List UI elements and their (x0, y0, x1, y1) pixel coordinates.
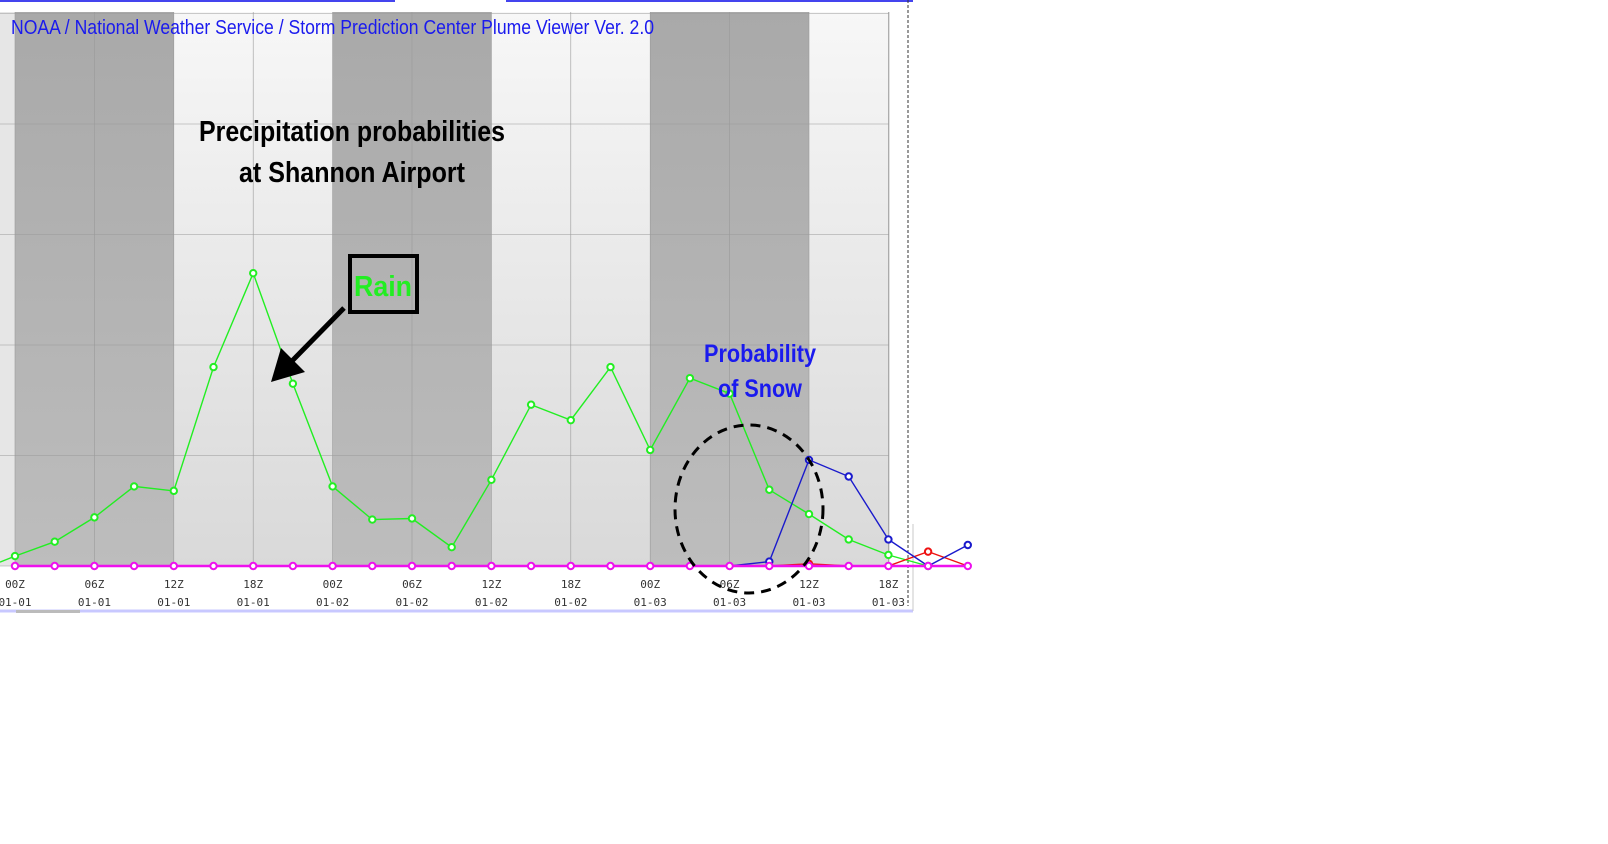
rain-point-4 (169, 486, 179, 496)
magenta-point-12 (487, 561, 496, 571)
x-tick-labels: 00Z 01-01 06Z 01-01 12Z 01-01 18Z 01-01 00Z 01-02… (0, 578, 905, 609)
x-tick-date-0: 01-01 (0, 596, 32, 609)
x-tick-hour-10: 12Z (799, 578, 819, 591)
scrollbar-thumb[interactable] (16, 610, 80, 613)
rain-point-1 (50, 537, 59, 546)
x-tick-date-6: 01-02 (475, 596, 508, 609)
snow-annotation: Probability of Snow (673, 340, 825, 595)
magenta-point-7 (288, 561, 298, 571)
x-tick-hour-3: 18Z (243, 578, 263, 591)
magenta-point-3 (129, 561, 139, 571)
magenta-point-19 (765, 561, 774, 571)
x-tick-hour-9: 06Z (720, 578, 740, 591)
magenta-point-24 (963, 561, 972, 571)
magenta-point-11 (447, 561, 456, 571)
x-tick-date-5: 01-02 (395, 596, 428, 609)
magenta-point-21 (844, 561, 853, 571)
rain-point-18 (725, 389, 734, 398)
rain-point-2 (90, 513, 99, 522)
magenta-point-22 (884, 561, 893, 571)
rain-point-13 (526, 400, 536, 409)
x-tick-date-2: 01-01 (157, 596, 190, 609)
chart-title-line1: Precipitation probabilities (199, 116, 505, 148)
snow-point-22 (884, 535, 893, 544)
chart-title-line2: at Shannon Airport (239, 157, 465, 189)
magenta-point-20 (804, 561, 814, 571)
magenta-series (10, 561, 972, 571)
magenta-point-8 (328, 561, 337, 571)
magenta-point-10 (407, 561, 417, 571)
rain-point-15 (606, 362, 615, 372)
magenta-point-1 (50, 561, 59, 571)
x-tick-hour-2: 12Z (164, 578, 184, 591)
x-tick-hour-5: 06Z (402, 578, 422, 591)
rain-point-14 (566, 415, 575, 425)
magenta-point-9 (368, 561, 377, 571)
x-tick-hour-11: 18Z (878, 578, 898, 591)
magenta-point-13 (526, 561, 536, 571)
rain-point-8 (328, 482, 337, 491)
magenta-point-14 (566, 561, 575, 571)
rain-arrow-shaft (290, 306, 346, 363)
snow-point-21 (844, 472, 853, 481)
magenta-point-5 (209, 561, 218, 571)
rain-annotation: Rain (271, 254, 419, 382)
magenta-point-2 (90, 561, 99, 571)
rain-point-22 (884, 550, 893, 560)
rain-point-16 (646, 445, 655, 455)
snow-point-24 (963, 540, 972, 550)
rain-point-17 (685, 373, 695, 383)
snow-highlight-circle (673, 423, 825, 595)
snow-label-line1: Probability (704, 340, 816, 368)
rain-point-6 (249, 268, 258, 278)
rain-point-11 (447, 543, 456, 552)
x-tick-date-1: 01-01 (78, 596, 111, 609)
x-tick-date-10: 01-03 (792, 596, 825, 609)
x-tick-date-9: 01-03 (713, 596, 746, 609)
x-tick-date-4: 01-02 (316, 596, 349, 609)
rain-point-3 (129, 482, 139, 491)
header-title: NOAA / National Weather Service / Storm … (11, 17, 654, 39)
rain-label-box (348, 254, 419, 314)
rain-point-19 (765, 485, 774, 494)
x-tick-hour-4: 00Z (323, 578, 343, 591)
red-point-23 (923, 547, 933, 556)
x-tick-date-7: 01-02 (554, 596, 587, 609)
x-tick-hour-6: 12Z (481, 578, 501, 591)
magenta-point-23 (923, 561, 933, 571)
x-tick-hour-0: 00Z (5, 578, 25, 591)
rain-point-12 (487, 475, 496, 485)
left-edge-band (0, 12, 15, 566)
magenta-point-15 (606, 561, 615, 571)
magenta-point-18 (725, 561, 734, 571)
rain-point-0 (10, 551, 20, 561)
x-tick-hour-8: 00Z (640, 578, 660, 591)
rain-point-10 (407, 514, 417, 523)
rain-point-5 (209, 362, 218, 372)
x-tick-hour-1: 06Z (84, 578, 104, 591)
magenta-point-16 (646, 561, 655, 571)
snow-label-line2: of Snow (718, 375, 802, 403)
rain-point-7 (288, 379, 298, 388)
rain-point-9 (368, 515, 377, 524)
rain-label: Rain (354, 271, 412, 303)
rain-series (0, 268, 933, 571)
x-tick-date-3: 01-01 (237, 596, 270, 609)
rain-arrow-head (271, 348, 305, 382)
x-tick-hour-7: 18Z (561, 578, 581, 591)
rain-point-21 (844, 535, 853, 544)
x-tick-date-8: 01-03 (634, 596, 667, 609)
magenta-point-6 (249, 561, 258, 571)
rain-point-20 (804, 509, 814, 519)
x-tick-date-11: 01-03 (872, 596, 905, 609)
magenta-point-0 (10, 561, 20, 571)
magenta-point-4 (169, 561, 179, 571)
